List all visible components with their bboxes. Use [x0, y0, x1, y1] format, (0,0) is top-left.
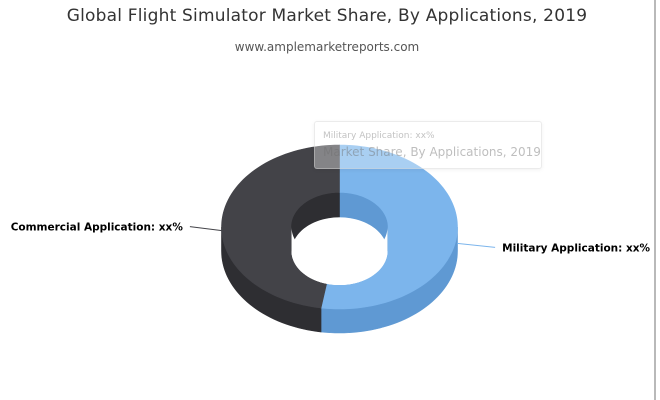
tooltip-series-name: Market Share, By Applications, 2019 — [323, 145, 541, 159]
chart-source: www.amplemarketreports.com — [234, 40, 420, 54]
donut-hole-lower — [291, 251, 388, 285]
data-label-0: Military Application: xx% — [502, 242, 650, 254]
connector-0 — [457, 242, 496, 248]
tooltip-point-label: Military Application: xx% — [323, 131, 435, 141]
data-label-1: Commercial Application: xx% — [11, 222, 184, 234]
connector-1 — [189, 226, 222, 232]
slice-inner-wall-top-1-0 — [291, 192, 340, 252]
right-border — [654, 0, 656, 400]
chart-title: Global Flight Simulator Market Share, By… — [66, 6, 588, 26]
chart-tooltip: Military Application: xx% Market Share, … — [314, 121, 542, 169]
